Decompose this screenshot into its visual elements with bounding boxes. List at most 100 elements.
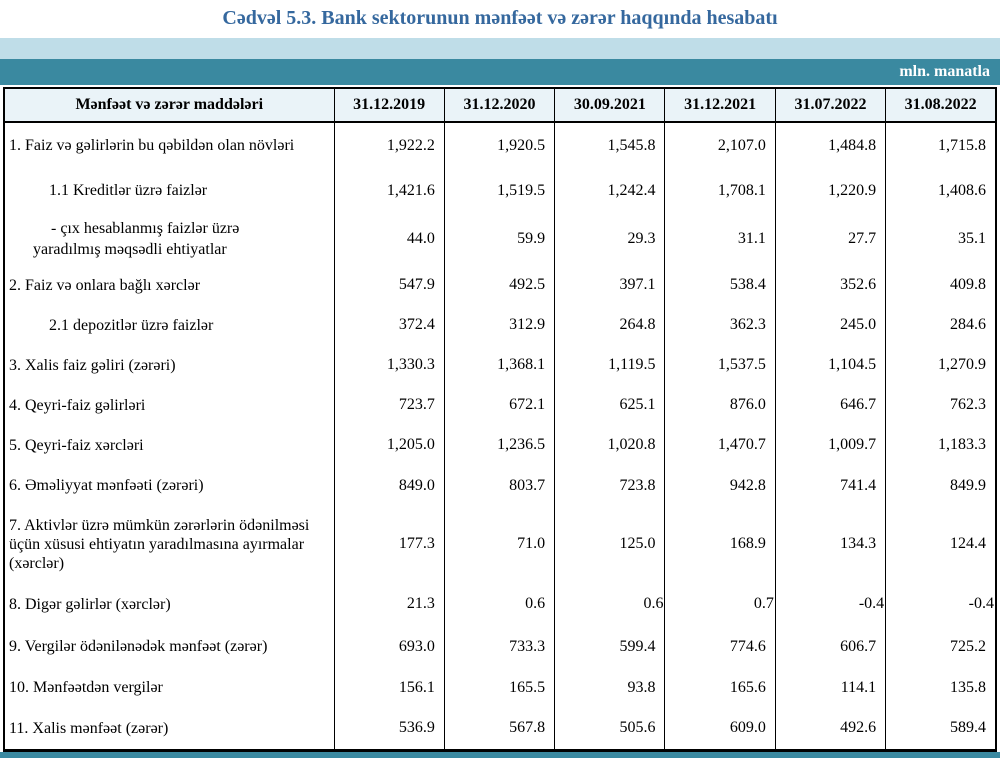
cell-value: 1,242.4 (554, 168, 666, 213)
cell-value: 44.0 (334, 213, 445, 265)
report-page: Cədvəl 5.3. Bank sektorunun mənfəət və z… (0, 6, 1000, 758)
cell-value: 567.8 (444, 708, 556, 750)
cell-value: 599.4 (554, 626, 666, 667)
cell-value: 1,270.9 (938, 356, 986, 373)
cell-value: 35.1 (958, 230, 986, 247)
cell-value: 0.6 (444, 582, 556, 626)
cell-value: 264.8 (554, 305, 666, 345)
table-row: 1. Faiz və gəlirlərin bu qəbildən olan n… (4, 122, 996, 168)
table-row: 4. Qeyri-faiz gəlirləri 723.7 672.1 625.1 87… (4, 385, 996, 425)
cell-value: 733.3 (444, 626, 556, 667)
cell-value: 723.7 (334, 385, 445, 425)
table-row: 2. Faiz və onlara bağlı xərclər 547.9 492.… (4, 265, 996, 305)
row-label: - çıx hesablanmış faizlər üzrə yaradılmı… (4, 213, 335, 265)
cell-value: 589.4 (950, 719, 986, 737)
row-label: 8. Digər gəlirlər (xərclər) (4, 582, 335, 626)
table-row: 5. Qeyri-faiz xərcləri 1,205.0 1,236.5 1,02… (4, 425, 996, 465)
row-label: 7. Aktivlər üzrə mümkün zərərlərin ödəni… (4, 506, 335, 582)
cell-value: 536.9 (334, 708, 445, 750)
cell-value: 625.1 (554, 385, 666, 425)
row-label: 1.1 Kreditlər üzrə faizlər (4, 168, 335, 213)
decorative-band-bottom (0, 751, 1000, 758)
cell-value: -0.4 (968, 595, 994, 612)
cell-value: 177.3 (334, 506, 445, 582)
cell-value: 2,107.0 (664, 122, 776, 168)
table-row: 8. Digər gəlirlər (xərclər) 21.3 0.6 0.6 0.7… (4, 582, 996, 626)
column-header-date: 31.07.2022 (775, 88, 887, 123)
row-label: 11. Xalis mənfəət (zərər) (4, 708, 335, 750)
cell-value: 135.8 (950, 678, 986, 696)
row-label: 9. Vergilər ödənilənədək mənfəət (zərər) (4, 626, 335, 667)
decorative-band-light (0, 38, 1000, 59)
cell-value: 774.6 (664, 626, 776, 667)
column-header-date: 31.12.2021 (664, 88, 776, 123)
cell-value: 409.8 (950, 276, 986, 293)
cell-value: 284.6 (950, 316, 986, 333)
cell-value: 21.3 (334, 582, 445, 626)
column-header-date: 31.08.2022 (885, 88, 996, 123)
row-label: 3. Xalis faiz gəliri (zərəri) (4, 345, 335, 385)
cell-value: 134.3 (775, 506, 887, 582)
cell-value: 1,020.8 (554, 425, 666, 465)
cell-value: 165.5 (444, 667, 556, 708)
cell-value: 312.9 (444, 305, 556, 345)
row-label: 1. Faiz və gəlirlərin bu qəbildən olan n… (4, 122, 335, 168)
row-label: 2.1 depozitlər üzrə faizlər (4, 305, 335, 345)
table-row: 3. Xalis faiz gəliri (zərəri) 1,330.3 1,36… (4, 345, 996, 385)
cell-value: 849.0 (334, 465, 445, 506)
row-label: 4. Qeyri-faiz gəlirləri (4, 385, 335, 425)
cell-value: 1,537.5 (664, 345, 776, 385)
cell-value: 693.0 (334, 626, 445, 667)
cell-value: 1,183.3 (938, 436, 986, 453)
cell-value: 31.1 (664, 213, 776, 265)
cell-value: 1,205.0 (334, 425, 445, 465)
cell-value: 942.8 (664, 465, 776, 506)
cell-value: 245.0 (775, 305, 887, 345)
cell-value: 29.3 (554, 213, 666, 265)
cell-value: 876.0 (664, 385, 776, 425)
cell-value: 27.7 (775, 213, 887, 265)
cell-value: -0.4 (775, 582, 887, 626)
cell-value: 165.6 (664, 667, 776, 708)
cell-value: 803.7 (444, 465, 556, 506)
table-header-row: Mənfəət və zərər maddələri 31.12.2019 31.1… (4, 88, 996, 123)
cell-value: 1,922.2 (334, 122, 445, 168)
cell-value: 1,408.6 (938, 181, 986, 199)
table-row: 10. Mənfəətdən vergilər 156.1 165.5 93.8 165… (4, 667, 996, 708)
cell-value: 372.4 (334, 305, 445, 345)
cell-value: 1,708.1 (664, 168, 776, 213)
cell-value: 1,715.8 (938, 136, 986, 154)
cell-value: 725.2 (950, 637, 986, 655)
cell-value: 71.0 (444, 506, 556, 582)
cell-value: 492.5 (444, 265, 556, 305)
cell-value: 125.0 (554, 506, 666, 582)
cell-value: 1,236.5 (444, 425, 556, 465)
cell-value: 741.4 (775, 465, 887, 506)
profit-loss-table: Mənfəət və zərər maddələri 31.12.2019 31.1… (3, 87, 997, 752)
table-row: - çıx hesablanmış faizlər üzrə yaradılmı… (4, 213, 996, 265)
cell-value: 124.4 (950, 535, 986, 552)
cell-value: 609.0 (664, 708, 776, 750)
row-label: 2. Faiz və onlara bağlı xərclər (4, 265, 335, 305)
unit-band: mln. manatla (0, 59, 1000, 85)
cell-value: 362.3 (664, 305, 776, 345)
table-row: 2.1 depozitlər üzrə faizlər 372.4 312.9 264… (4, 305, 996, 345)
cell-value: 114.1 (775, 667, 887, 708)
unit-label: mln. manatla (899, 63, 990, 80)
cell-value: 1,104.5 (775, 345, 887, 385)
table-row: 9. Vergilər ödənilənədək mənfəət (zərər)… (4, 626, 996, 667)
cell-value: 1,484.8 (775, 122, 887, 168)
cell-value: 1,421.6 (334, 168, 445, 213)
cell-value: 1,545.8 (554, 122, 666, 168)
cell-value: 352.6 (775, 265, 887, 305)
row-label: 6. Əməliyyat mənfəəti (zərəri) (4, 465, 335, 506)
cell-value: 0.7 (664, 582, 776, 626)
table-row: 11. Xalis mənfəət (zərər) 536.9 567.8 505.6… (4, 708, 996, 750)
row-label: 5. Qeyri-faiz xərcləri (4, 425, 335, 465)
cell-value: 1,519.5 (444, 168, 556, 213)
cell-value: 168.9 (664, 506, 776, 582)
cell-value: 1,330.3 (334, 345, 445, 385)
cell-value: 505.6 (554, 708, 666, 750)
cell-value: 606.7 (775, 626, 887, 667)
column-header-date: 31.12.2019 (334, 88, 445, 123)
